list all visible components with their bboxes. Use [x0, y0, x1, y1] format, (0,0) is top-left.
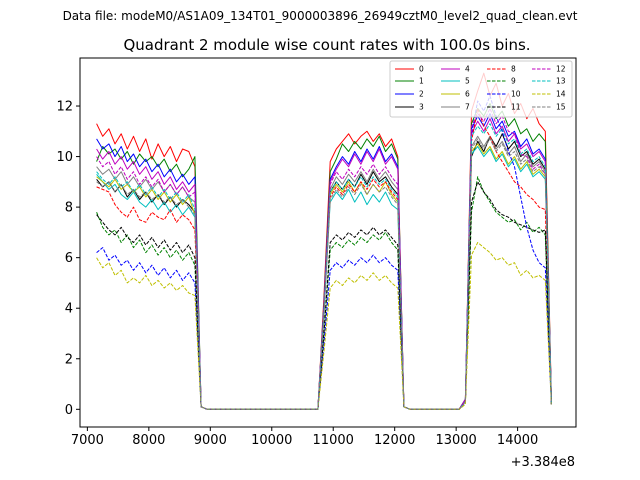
legend-label-14: 14: [556, 90, 566, 99]
series-line-10: [96, 95, 552, 410]
legend-box: [389, 60, 573, 118]
series-line-5: [96, 146, 552, 410]
x-tick-label: 7000: [71, 433, 104, 448]
series-line-2: [96, 113, 552, 410]
y-tick-label: 4: [65, 302, 73, 317]
x-tick-label: 13000: [435, 433, 476, 448]
y-tick-label: 8: [65, 201, 73, 216]
series-line-7: [96, 135, 552, 410]
legend-label-13: 13: [556, 77, 566, 86]
y-tick-label: 2: [65, 352, 73, 367]
x-tick-label: 11000: [313, 433, 354, 448]
y-tick-label: 6: [65, 251, 73, 266]
legend-label-6: 6: [465, 90, 470, 99]
legend-label-3: 3: [419, 103, 424, 112]
chart-title: Quadrant 2 module wise count rates with …: [123, 36, 530, 54]
plot-area-frame: [79, 57, 577, 428]
series-line-11: [96, 181, 552, 410]
x-axis: 7000 8000 9000 10000 11000 12000 13000 14000: [71, 427, 538, 448]
legend-label-1: 1: [419, 77, 424, 86]
legend-label-10: 10: [511, 90, 521, 99]
x-tick-label: 10000: [251, 433, 292, 448]
x-tick-label: 8000: [132, 433, 165, 448]
legend-label-7: 7: [465, 103, 470, 112]
x-tick-label: 12000: [374, 433, 415, 448]
x-tick-label: 14000: [497, 433, 538, 448]
series-line-1: [96, 103, 552, 410]
x-tick-label: 9000: [194, 433, 227, 448]
series-line-15: [96, 138, 552, 410]
series-line-4: [96, 118, 552, 410]
series-line-13: [96, 123, 552, 410]
y-tick-label: 10: [56, 150, 73, 165]
series-layer: [96, 72, 552, 410]
legend-label-0: 0: [419, 65, 424, 74]
series-line-3: [96, 133, 552, 410]
series-line-12: [96, 108, 552, 410]
legend-label-9: 9: [511, 77, 516, 86]
legend-label-15: 15: [556, 103, 566, 112]
legend-label-4: 4: [465, 65, 470, 74]
legend-label-12: 12: [556, 65, 566, 74]
legend-label-5: 5: [465, 77, 470, 86]
legend-label-2: 2: [419, 90, 424, 99]
y-axis: 0 2 4 6 8 10 12: [56, 100, 80, 418]
data-file-label: Data file: modeM0/AS1A09_134T01_90000038…: [63, 9, 578, 23]
x-axis-offset-label: +3.384e8: [511, 455, 575, 470]
legend-label-8: 8: [511, 65, 516, 74]
y-tick-label: 12: [56, 100, 73, 115]
y-tick-label: 0: [65, 403, 73, 418]
series-line-14: [96, 242, 552, 410]
legend-label-11: 11: [511, 103, 521, 112]
